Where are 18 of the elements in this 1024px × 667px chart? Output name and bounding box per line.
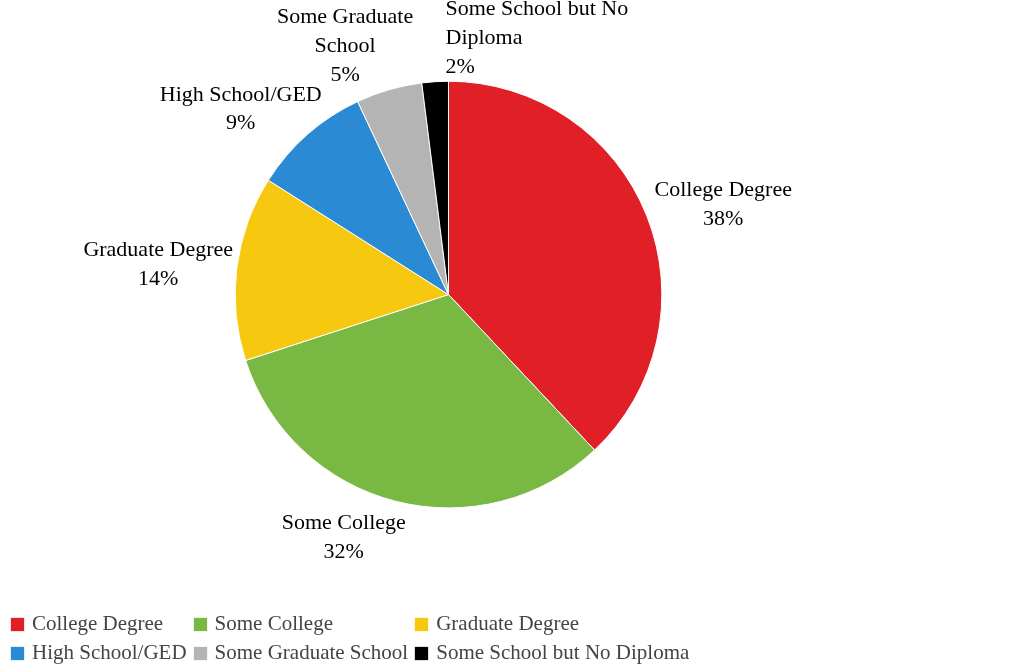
legend-label: Some College — [214, 611, 333, 636]
data-label: 2% — [445, 52, 475, 78]
legend-label: Some School but No Diploma — [436, 640, 690, 665]
slice-label: High School/GED — [159, 80, 322, 106]
data-label: 38% — [703, 204, 744, 230]
data-label: 9% — [226, 109, 256, 135]
legend-label: Some Graduate School — [214, 640, 409, 665]
data-label: 14% — [138, 265, 179, 291]
slice-label: Some College — [281, 509, 406, 535]
data-label: 32% — [323, 537, 364, 563]
slice-label: Graduate Degree — [83, 236, 234, 262]
legend-label: College Degree — [32, 611, 164, 636]
slice-label: Some School but No Diploma — [445, 0, 629, 49]
legend-label: High School/GED — [32, 640, 187, 665]
slice-label: College Degree — [654, 175, 792, 201]
legend-label: Graduate Degree — [436, 611, 580, 636]
data-label: 5% — [330, 60, 360, 86]
slice-label: Some Graduate School — [277, 3, 414, 58]
